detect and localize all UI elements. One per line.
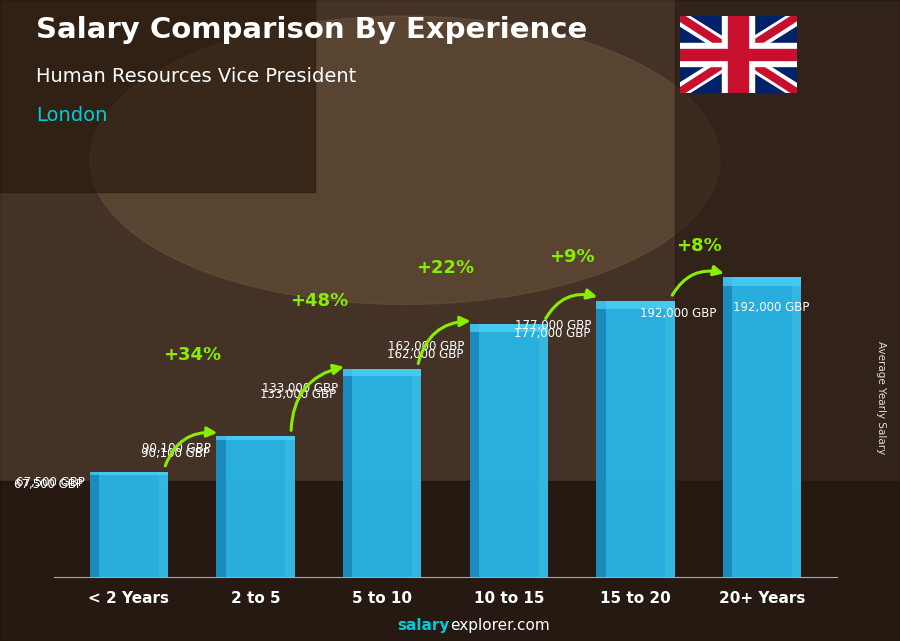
Bar (0, 0, 315, 192)
Bar (596, 301, 606, 577)
Text: +34%: +34% (163, 347, 221, 365)
Bar (680, 43, 796, 66)
Text: salary: salary (398, 619, 450, 633)
Bar (216, 437, 295, 577)
Bar (90, 472, 99, 577)
Text: Average Yearly Salary: Average Yearly Salary (877, 341, 886, 454)
Text: +8%: +8% (676, 237, 722, 255)
Text: 67,500 GBP: 67,500 GBP (14, 478, 84, 491)
Text: Human Resources Vice President: Human Resources Vice President (36, 67, 356, 87)
Bar (539, 324, 548, 577)
Bar (723, 278, 801, 577)
Text: explorer.com: explorer.com (450, 619, 550, 633)
Text: 162,000 GBP: 162,000 GBP (387, 348, 464, 361)
Text: +9%: +9% (549, 248, 595, 266)
Bar (723, 278, 733, 577)
Bar (792, 278, 801, 577)
Text: 192,000 GBP: 192,000 GBP (640, 306, 716, 320)
Polygon shape (680, 16, 796, 93)
Bar (343, 369, 421, 376)
Text: 133,000 GBP: 133,000 GBP (262, 381, 338, 394)
Bar (90, 472, 168, 475)
Polygon shape (680, 16, 796, 93)
Bar (723, 16, 753, 93)
Bar (680, 49, 796, 60)
Bar (596, 301, 675, 577)
Bar (285, 437, 295, 577)
Bar (343, 369, 352, 577)
Bar (216, 437, 226, 577)
Text: 162,000 GBP: 162,000 GBP (388, 340, 464, 353)
Bar (0, 481, 900, 641)
Bar (343, 369, 421, 577)
Bar (90, 472, 168, 577)
Bar (665, 301, 675, 577)
Bar (675, 0, 900, 641)
Text: 133,000 GBP: 133,000 GBP (260, 388, 337, 401)
Polygon shape (680, 16, 796, 93)
Bar (728, 16, 748, 93)
Text: 192,000 GBP: 192,000 GBP (733, 301, 809, 313)
Ellipse shape (90, 16, 720, 304)
Bar (158, 472, 168, 577)
Text: 177,000 GBP: 177,000 GBP (515, 319, 591, 332)
Bar (216, 437, 295, 440)
Bar (412, 369, 421, 577)
Text: +22%: +22% (417, 259, 474, 278)
Text: Salary Comparison By Experience: Salary Comparison By Experience (36, 16, 587, 44)
Bar (596, 301, 675, 309)
Text: 90,100 GBP: 90,100 GBP (142, 442, 211, 456)
Text: 177,000 GBP: 177,000 GBP (514, 328, 590, 340)
Bar (470, 324, 479, 577)
Bar (470, 324, 548, 331)
Polygon shape (680, 16, 796, 93)
Bar (470, 324, 548, 577)
Text: 90,100 GBP: 90,100 GBP (141, 447, 210, 460)
Text: +48%: +48% (290, 292, 348, 310)
Text: London: London (36, 106, 107, 125)
Bar (723, 278, 801, 287)
Text: 67,500 GBP: 67,500 GBP (15, 476, 85, 488)
